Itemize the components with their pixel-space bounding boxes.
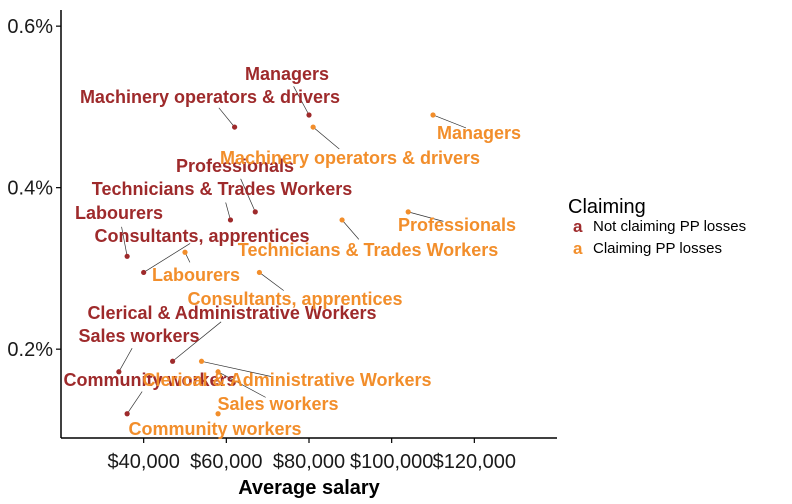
- leader-line: [225, 202, 231, 221]
- point-label: Sales workers: [217, 394, 338, 414]
- data-point: [124, 411, 130, 417]
- x-axis-ticks: $40,000 $60,000 $80,000 $100,000 $120,000: [108, 438, 516, 473]
- leader-line: [341, 219, 360, 240]
- y-tick-label: 0.4%: [7, 178, 53, 200]
- data-point: [170, 358, 176, 364]
- x-tick-label: $60,000: [190, 451, 262, 473]
- legend-label: Claiming PP losses: [593, 240, 722, 257]
- point-label: Labourers: [152, 265, 240, 285]
- data-points: [116, 112, 436, 417]
- leader-line: [118, 348, 133, 372]
- leader-line: [121, 226, 128, 257]
- point-label: Machinery operators & drivers: [220, 148, 480, 168]
- point-label: Clerical & Administrative Workers: [87, 303, 376, 323]
- point-label: Community workers: [128, 419, 301, 439]
- data-point: [232, 124, 238, 130]
- point-label: Technicians & Trades Workers: [92, 179, 352, 199]
- leader-line: [408, 211, 444, 222]
- point-label: Community workers: [63, 370, 236, 390]
- point-label: Machinery operators & drivers: [80, 87, 340, 107]
- point-label: Managers: [437, 123, 521, 143]
- leader-line: [259, 272, 284, 291]
- point-label: Sales workers: [78, 326, 199, 346]
- data-point: [430, 112, 436, 118]
- point-label: Consultants, apprentices: [187, 289, 402, 309]
- point-label: Professionals: [398, 215, 516, 235]
- data-point: [215, 411, 221, 417]
- point-label: Labourers: [75, 203, 163, 223]
- legend-key: a: [573, 239, 583, 258]
- leader-line: [293, 86, 310, 116]
- point-label: Technicians & Trades Workers: [238, 240, 498, 260]
- point-label: Professionals: [176, 156, 294, 176]
- data-point: [339, 217, 345, 223]
- data-point: [310, 124, 316, 130]
- x-tick-label: $120,000: [433, 451, 516, 473]
- data-point: [124, 253, 130, 259]
- legend-title: Claiming: [568, 196, 646, 218]
- data-point: [198, 358, 205, 364]
- data-point: [256, 269, 262, 276]
- legend: Claiming a Not claiming PP losses a Claimin…: [568, 196, 746, 258]
- legend-label: Not claiming PP losses: [593, 218, 746, 235]
- x-axis-title: Average salary: [238, 477, 380, 499]
- plot-area: 0.2% 0.4% 0.6% $40,000 $60,000 $80,000 $100,0…: [7, 10, 557, 473]
- x-tick-label: $100,000: [350, 451, 433, 473]
- data-point: [405, 209, 411, 215]
- data-point: [116, 369, 122, 375]
- data-point: [306, 112, 312, 118]
- data-point: [141, 269, 147, 276]
- point-label: Clerical & Administrative Workers: [142, 370, 431, 390]
- data-point: [182, 249, 188, 255]
- point-label: Consultants, apprentices: [94, 226, 309, 246]
- point-label: Managers: [245, 64, 329, 84]
- leader-line: [126, 391, 143, 414]
- data-point: [215, 369, 221, 375]
- x-tick-label: $80,000: [273, 451, 345, 473]
- leader-line: [432, 114, 467, 129]
- leader-line: [217, 371, 266, 398]
- y-tick-label: 0.2%: [7, 339, 53, 361]
- y-tick-label: 0.6%: [7, 16, 53, 38]
- x-tick-label: $40,000: [108, 451, 180, 473]
- leader-line: [172, 321, 222, 362]
- data-point: [252, 209, 258, 215]
- data-point: [227, 217, 234, 223]
- label-leader-lines: [118, 86, 467, 414]
- y-axis-ticks: 0.2% 0.4% 0.6%: [7, 16, 61, 361]
- leader-line: [143, 243, 191, 273]
- leader-line: [218, 107, 235, 128]
- legend-key: a: [573, 217, 583, 236]
- leader-line: [201, 360, 274, 378]
- leader-line: [240, 178, 256, 213]
- leader-line: [312, 126, 340, 150]
